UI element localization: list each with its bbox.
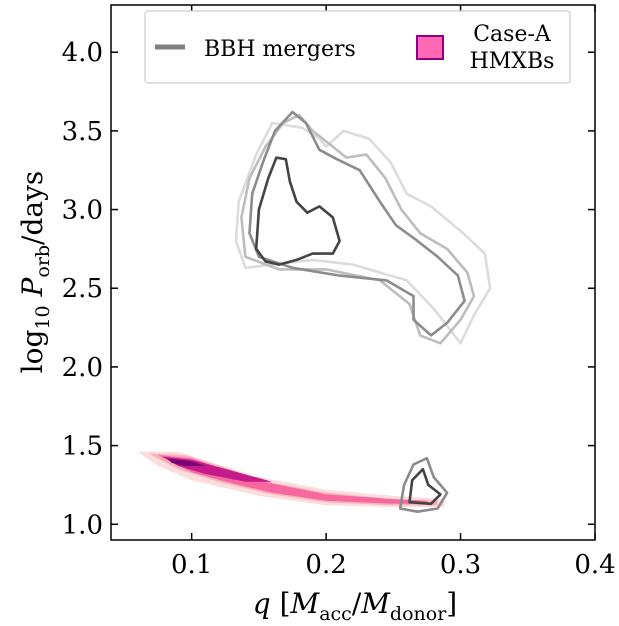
- axis-label-part: q: [253, 587, 271, 620]
- axis-label-part: orb: [32, 245, 54, 278]
- y-tick-label: 1.0: [62, 510, 103, 540]
- axis-label-part: M: [360, 587, 391, 620]
- axis-label-part: donor: [390, 603, 447, 625]
- hmxb-filled-contour-1: [148, 453, 438, 506]
- hmxb-filled-contour-4: [167, 458, 206, 466]
- axis-ticks: 0.1 0.2 0.3 0.4 1.0 1.5 2.0 2.5 3.0 3.5 4.0: [62, 5, 616, 580]
- legend-patch-hmxb: [416, 35, 444, 60]
- x-tick-label: 0.1: [171, 550, 212, 580]
- legend-label-line: HMXBs: [470, 49, 555, 74]
- bbh-contour-line-3: [254, 156, 341, 266]
- legend-label-line: Case-A: [473, 22, 552, 47]
- y-tick-label: 3.0: [62, 196, 103, 226]
- axis-label-part: [16, 296, 49, 305]
- x-tick-label: 0.3: [440, 550, 481, 580]
- x-axis-label: q [Macc/Mdonor]: [253, 587, 457, 625]
- axis-label-part: ]: [446, 587, 457, 620]
- y-tick-label: 2.0: [62, 353, 103, 383]
- legend-frame: [144, 10, 571, 84]
- axis-label-part: acc: [319, 603, 352, 625]
- x-tick-label: 0.2: [305, 550, 346, 580]
- y-tick-label: 4.0: [62, 38, 103, 68]
- y-axis-label: log10 Porb/days: [16, 171, 54, 374]
- y-tick-label: 3.5: [62, 117, 103, 147]
- axis-label-part: /days: [16, 171, 49, 245]
- axis-label-part: 10: [32, 305, 54, 329]
- y-tick-label: 2.5: [62, 274, 103, 304]
- legend: BBH mergers Case-A HMXBs: [144, 10, 571, 84]
- axis-label-part: P: [16, 276, 49, 297]
- legend-label-bbh: BBH mergers: [204, 37, 356, 62]
- bbh-contour-line-4: [398, 456, 449, 513]
- plot-frame: [110, 4, 596, 541]
- bbh-contour-line-2: [248, 110, 466, 337]
- x-tick-label: 0.4: [574, 550, 615, 580]
- contour-marks: [137, 110, 492, 513]
- y-tick-label: 1.5: [62, 432, 103, 462]
- axis-label-part: [: [271, 587, 291, 620]
- plot-area: [137, 110, 492, 513]
- axis-label-part: M: [290, 587, 321, 620]
- bbh-contour-line-5: [408, 467, 442, 506]
- bbh-contour-line-0: [234, 121, 492, 345]
- axis-label-part: log: [16, 330, 49, 374]
- legend-label-hmxb: Case-A HMXBs: [470, 22, 555, 74]
- axis-label-part: /: [352, 587, 362, 620]
